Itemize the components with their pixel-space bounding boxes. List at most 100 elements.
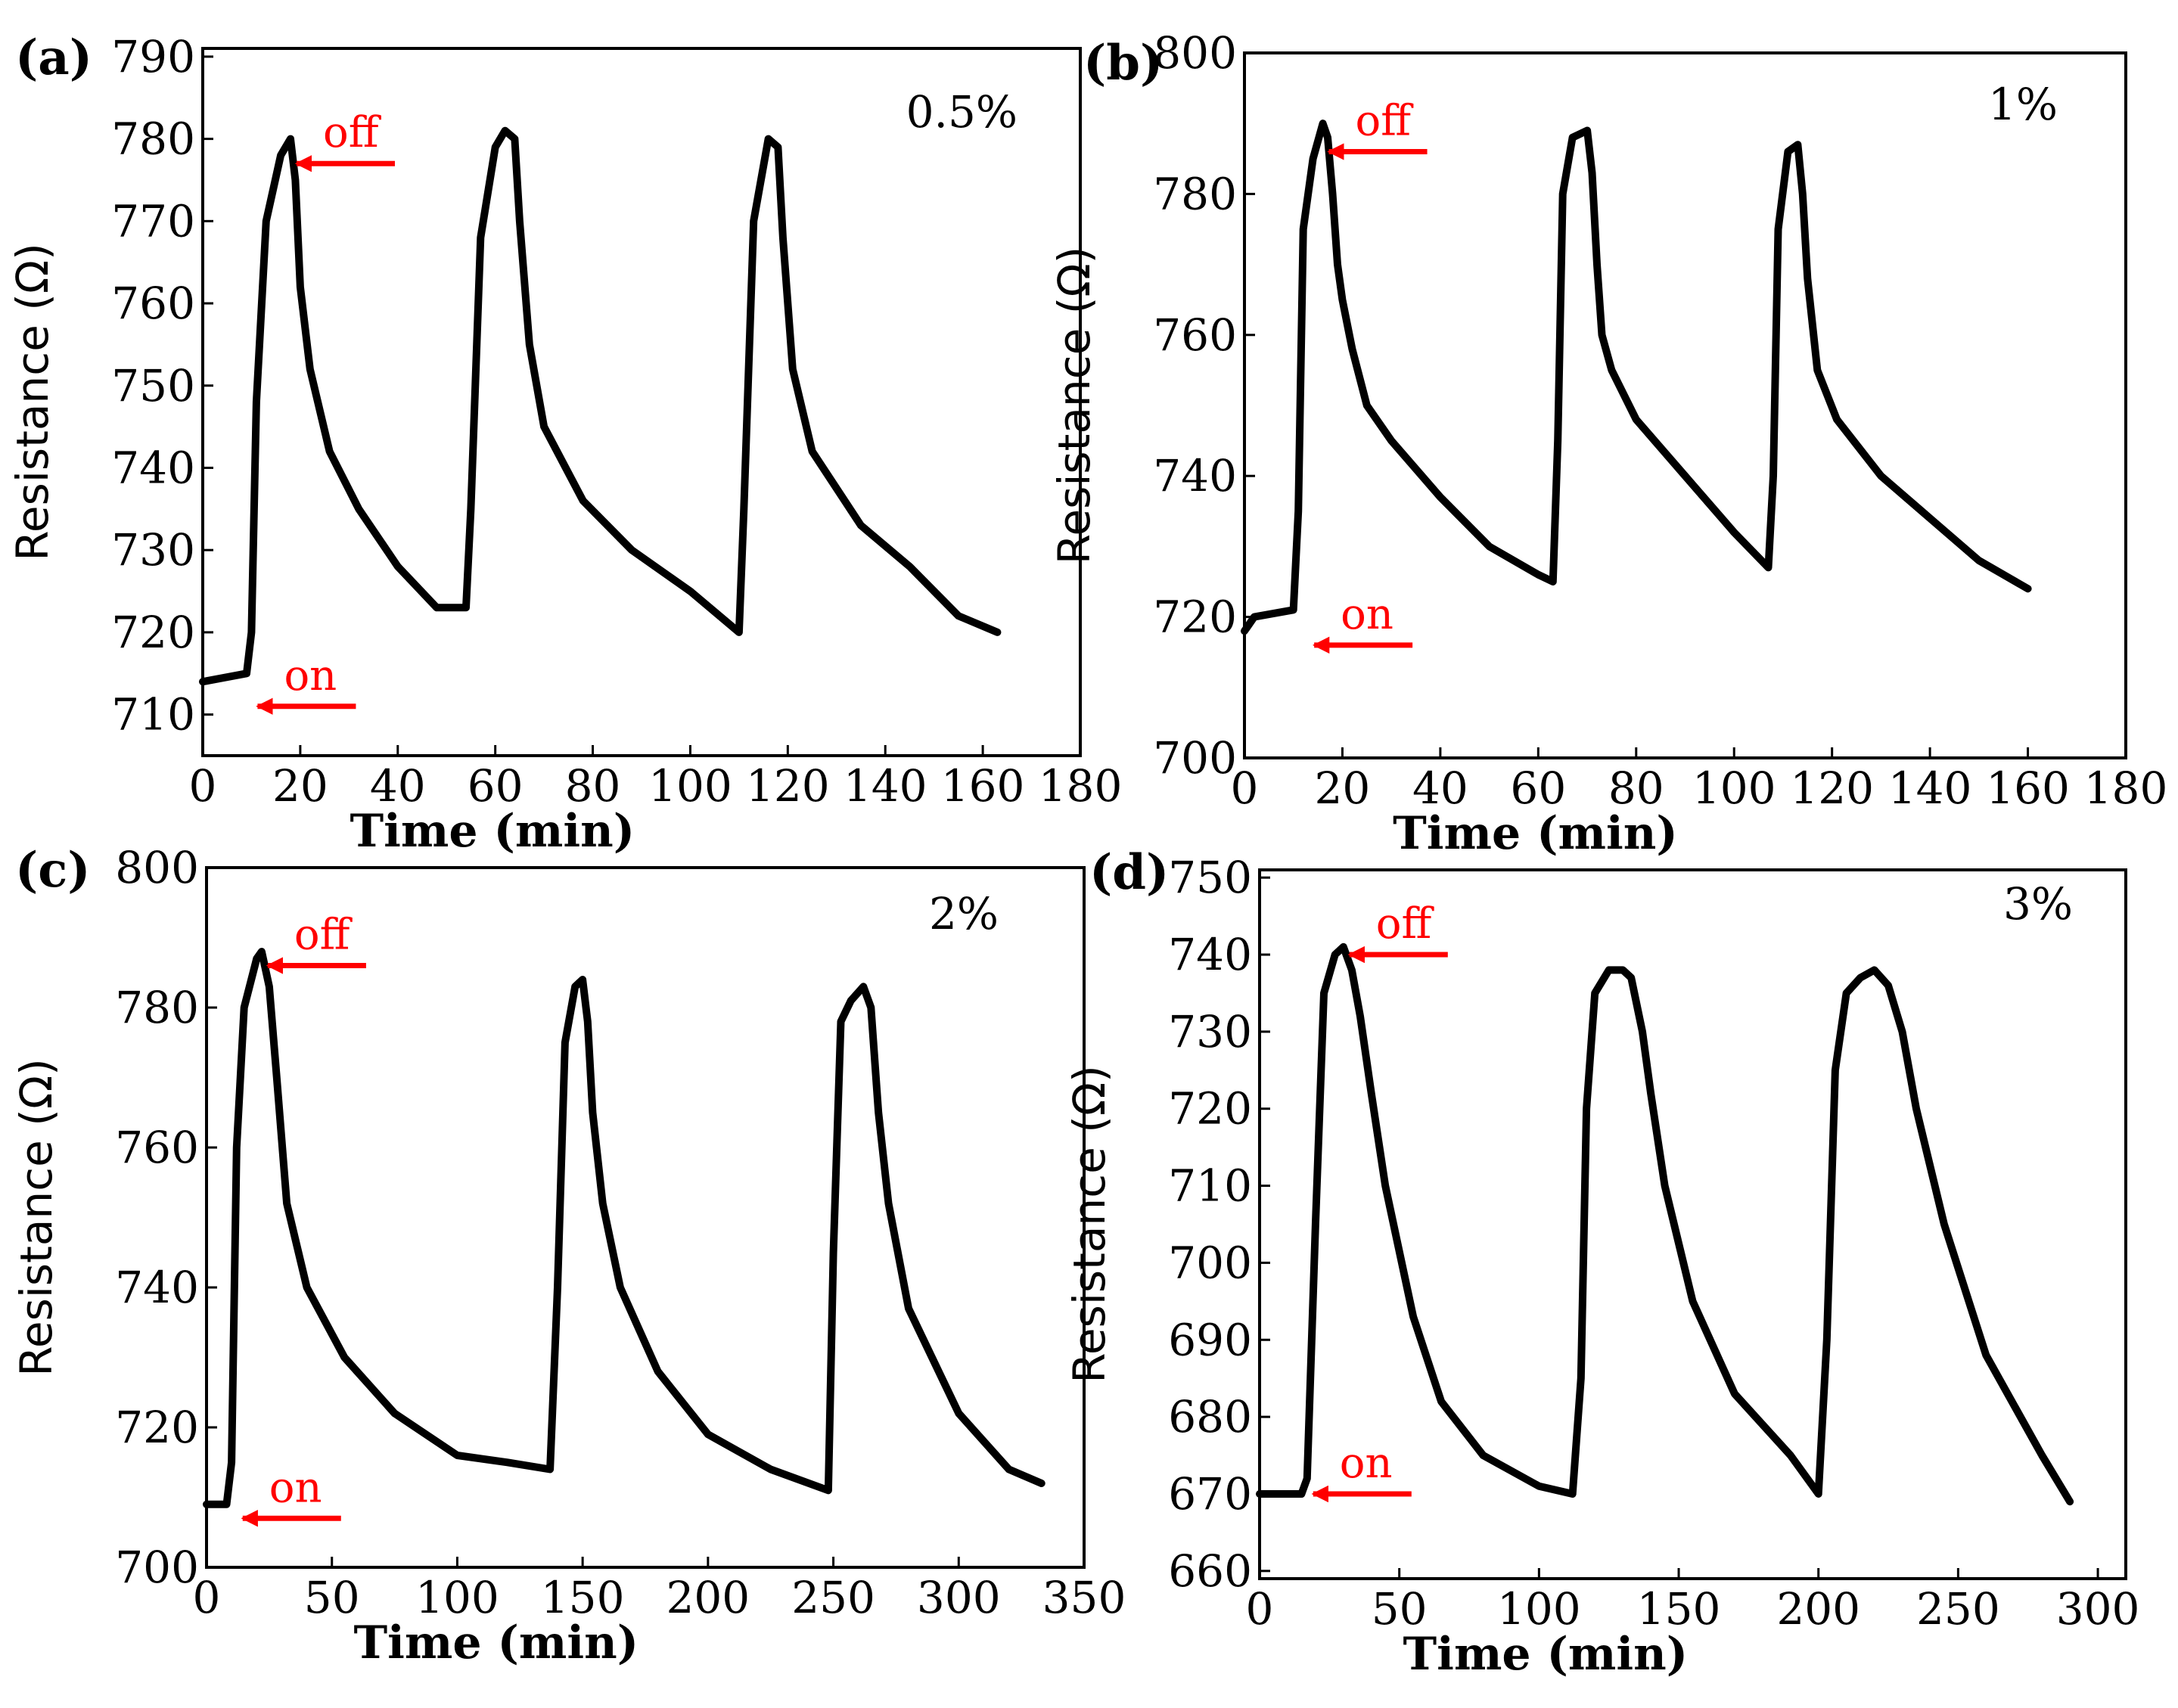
y-tick-label-a: 760 — [111, 278, 195, 329]
panel-a: 0 20 40 60 80 100 120 140 160 180 710 720 730 740 750 7… — [7, 30, 1122, 858]
panel-label-d: (d) — [1089, 844, 1169, 901]
y-tick-label-d: 740 — [1168, 929, 1252, 980]
y-tick-label-b: 800 — [1153, 27, 1237, 79]
off-label-a: off — [323, 108, 382, 157]
concentration-label-c: 2% — [929, 888, 999, 939]
y-axis-title-a: Resistance (Ω) — [7, 243, 58, 561]
panel-b: 0 20 40 60 80 100 120 140 160 180 700 720 740 760 780 8… — [1049, 27, 2167, 860]
x-tick-label-b: 180 — [2084, 762, 2168, 814]
y-tick-label-c: 700 — [115, 1542, 199, 1593]
x-tick-label-d: 50 — [1372, 1583, 1428, 1635]
y-tick-label-a: 750 — [111, 360, 195, 411]
x-tick-label-a: 180 — [1039, 760, 1123, 812]
x-tick-label-b: 140 — [1888, 762, 1972, 814]
series-line-a-0 — [199, 126, 1002, 686]
y-tick-label-c: 780 — [115, 982, 199, 1033]
y-tick-label-b: 700 — [1153, 732, 1237, 784]
y-tick-label-d: 700 — [1168, 1237, 1252, 1288]
x-tick-label-b: 80 — [1608, 762, 1664, 814]
x-tick-label-d: 150 — [1637, 1583, 1721, 1635]
x-axis-title-a: Time (min) — [350, 805, 635, 858]
y-tick-label-d: 730 — [1168, 1006, 1252, 1057]
y-tick-label-a: 780 — [111, 113, 195, 165]
y-tick-label-c: 760 — [115, 1122, 199, 1173]
y-tick-label-d: 670 — [1168, 1468, 1252, 1520]
plot-frame-b — [1243, 51, 2127, 759]
x-tick-label-a: 0 — [189, 760, 217, 812]
x-tick-label-d: 250 — [1916, 1583, 2000, 1635]
y-tick-label-a: 720 — [111, 607, 195, 658]
y-axis-title-d: Resistance (Ω) — [1064, 1065, 1115, 1383]
y-tick-label-d: 680 — [1168, 1391, 1252, 1442]
on-label-b: on — [1341, 590, 1393, 639]
on-label-c: on — [269, 1463, 322, 1512]
y-tick-label-a: 790 — [111, 31, 195, 82]
panel-d: 0 50 100 150 200 250 300 660 670 680 690 700 710 720 7… — [1064, 844, 2139, 1681]
x-tick-label-a: 120 — [746, 760, 830, 812]
y-tick-label-b: 760 — [1153, 309, 1237, 361]
x-tick-label-a: 60 — [468, 760, 524, 812]
x-tick-label-c: 200 — [666, 1572, 750, 1623]
y-tick-label-a: 770 — [111, 195, 195, 247]
x-tick-label-b: 60 — [1510, 762, 1566, 814]
y-tick-label-c: 800 — [115, 842, 199, 893]
x-tick-label-a: 40 — [370, 760, 426, 812]
off-label-c: off — [294, 911, 353, 960]
x-tick-label-a: 160 — [941, 760, 1025, 812]
y-tick-label-c: 740 — [115, 1262, 199, 1313]
series-line-b-0 — [1241, 120, 2032, 635]
x-tick-label-d: 100 — [1497, 1583, 1581, 1635]
x-tick-label-c: 250 — [791, 1572, 875, 1623]
y-tick-label-b: 720 — [1153, 592, 1237, 643]
x-tick-label-c: 150 — [541, 1572, 625, 1623]
concentration-label-b: 1% — [1988, 79, 2058, 130]
y-tick-label-a: 740 — [111, 442, 195, 493]
y-tick-label-d: 720 — [1168, 1083, 1252, 1135]
x-tick-label-b: 120 — [1790, 762, 1874, 814]
plot-frame-d — [1258, 868, 2127, 1580]
y-axis-title-c: Resistance (Ω) — [11, 1058, 62, 1377]
x-axis-title-d: Time (min) — [1403, 1628, 1689, 1681]
concentration-label-d: 3% — [2003, 878, 2073, 930]
x-tick-label-d: 300 — [2056, 1583, 2140, 1635]
series-line-d-0 — [1256, 943, 2074, 1506]
on-label-d: on — [1340, 1439, 1393, 1488]
x-tick-label-d: 0 — [1246, 1583, 1274, 1635]
y-tick-label-a: 710 — [111, 689, 195, 741]
panel-label-a: (a) — [15, 30, 92, 86]
y-tick-label-d: 710 — [1168, 1160, 1252, 1212]
series-line-c-0 — [203, 948, 1046, 1508]
plot-frame-c — [205, 866, 1086, 1569]
x-tick-label-b: 20 — [1315, 762, 1371, 814]
y-tick-label-d: 750 — [1168, 852, 1252, 903]
y-tick-label-c: 720 — [115, 1402, 199, 1453]
x-tick-label-c: 350 — [1042, 1572, 1126, 1623]
x-tick-label-b: 160 — [1986, 762, 2070, 814]
x-tick-label-a: 100 — [648, 760, 732, 812]
x-axis-title-b: Time (min) — [1393, 807, 1678, 860]
x-tick-label-c: 100 — [415, 1572, 499, 1623]
x-tick-label-c: 0 — [193, 1572, 221, 1623]
concentration-label-a: 0.5% — [906, 86, 1018, 138]
x-tick-label-c: 300 — [917, 1572, 1001, 1623]
y-tick-label-b: 740 — [1153, 450, 1237, 502]
y-axis-title-b: Resistance (Ω) — [1049, 247, 1100, 565]
y-tick-label-d: 660 — [1168, 1545, 1252, 1597]
x-tick-label-b: 0 — [1231, 762, 1259, 814]
off-label-b: off — [1356, 96, 1415, 145]
panel-c: 0 50 100 150 200 250 300 350 700 720 740 760 780 800 T… — [11, 842, 1126, 1669]
off-label-d: off — [1376, 899, 1435, 949]
x-tick-label-b: 40 — [1412, 762, 1468, 814]
x-tick-label-a: 80 — [565, 760, 621, 812]
y-tick-label-b: 780 — [1153, 168, 1237, 219]
panel-label-c: (c) — [15, 842, 91, 899]
x-tick-label-b: 100 — [1692, 762, 1776, 814]
panel-label-b: (b) — [1083, 35, 1163, 92]
x-tick-label-a: 20 — [272, 760, 328, 812]
on-label-a: on — [284, 651, 337, 700]
plot-frame-a — [201, 47, 1082, 757]
x-axis-title-c: Time (min) — [353, 1616, 638, 1669]
y-tick-label-a: 730 — [111, 524, 195, 576]
x-tick-label-c: 50 — [304, 1572, 360, 1623]
